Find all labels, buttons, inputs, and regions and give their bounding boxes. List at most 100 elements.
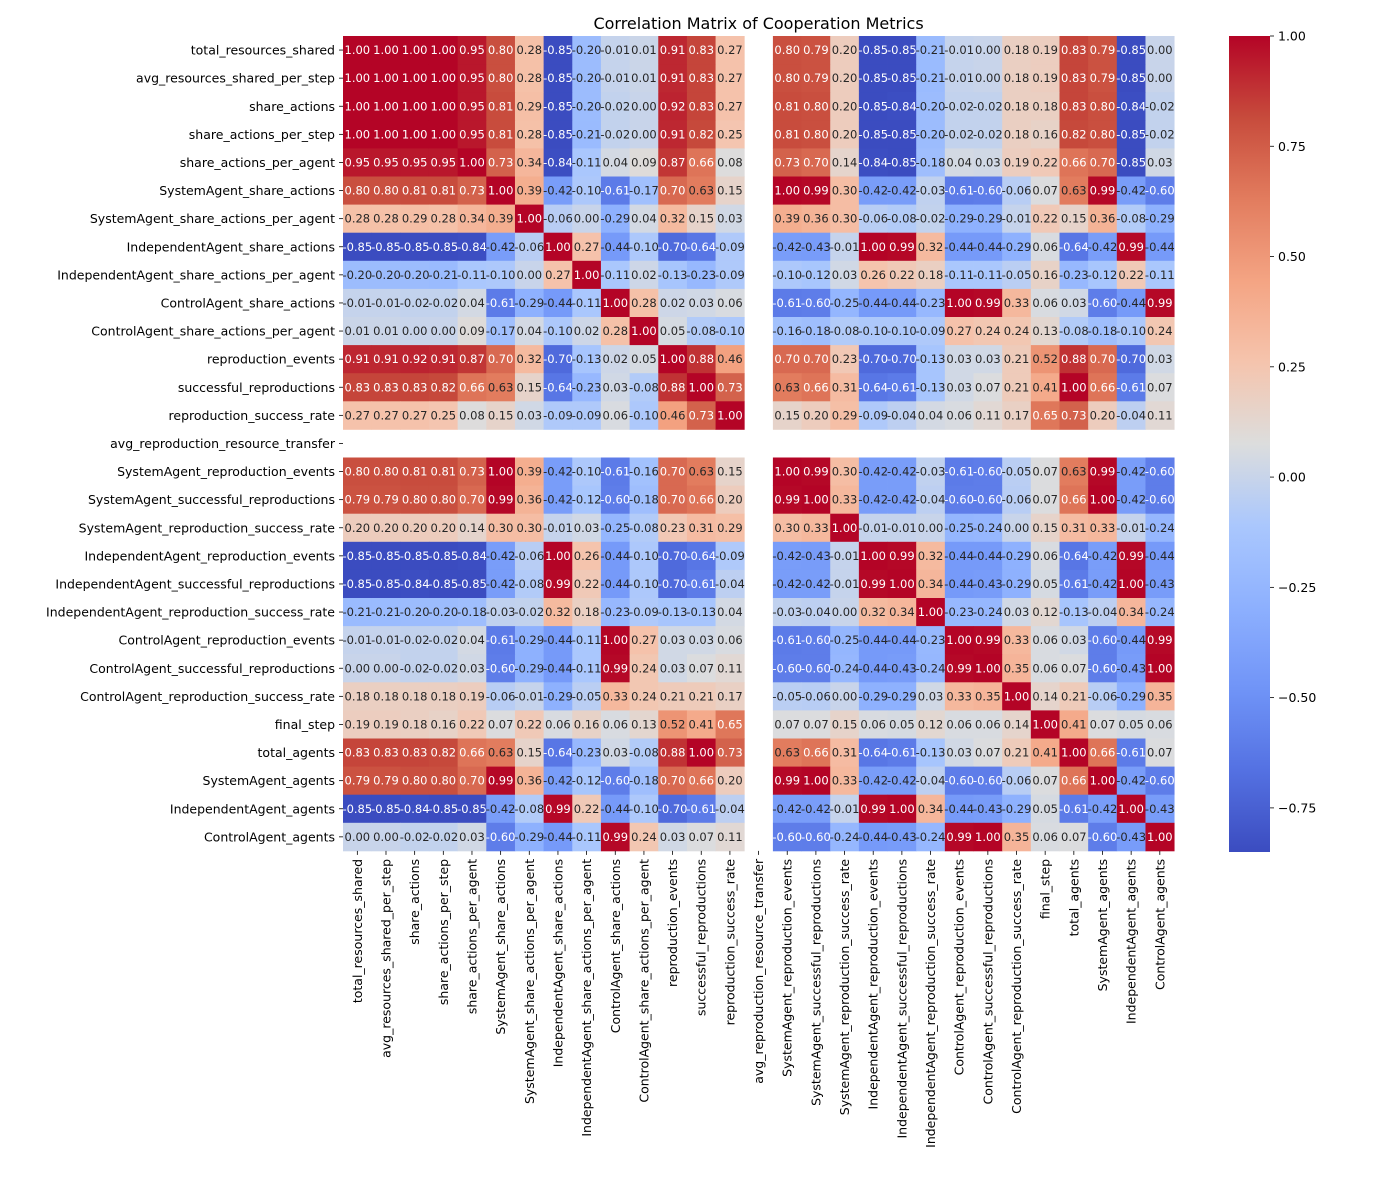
colorbar: 1.000.750.500.250.00−0.25−0.50−0.75 (1229, 29, 1316, 852)
heatmap-cell (514, 598, 545, 627)
cell-value-label: -0.20 (400, 605, 430, 619)
heatmap-cell (1059, 345, 1089, 374)
heatmap-cell (801, 373, 831, 402)
cell-value-label: 0.28 (373, 212, 399, 226)
heatmap-cell (830, 120, 860, 149)
heatmap-cell (944, 288, 974, 318)
cell-value-label: 0.35 (975, 689, 1001, 703)
heatmap-cell (1088, 766, 1118, 796)
cell-value-label: -0.44 (858, 633, 888, 647)
cell-value-label: 0.80 (431, 774, 457, 788)
cell-value-label: -0.08 (1116, 212, 1146, 226)
heatmap-cell (858, 148, 888, 177)
cell-value-label: -0.42 (486, 549, 516, 563)
cell-value-label: 0.80 (402, 493, 428, 507)
cell-value-label: -0.84 (858, 155, 888, 169)
x-tick-label: total_resources_shared (350, 859, 365, 1003)
heatmap-cell (600, 598, 630, 627)
heatmap-cell (1002, 569, 1032, 599)
cell-value-label: 0.24 (1004, 324, 1030, 338)
cell-value-label: 0.19 (373, 717, 399, 731)
cell-value-label: 0.41 (1061, 717, 1087, 731)
cell-value-label: 0.79 (1090, 71, 1116, 85)
cell-value-label: -0.10 (629, 549, 659, 563)
heatmap-cell (887, 232, 917, 262)
cell-value-label: 0.63 (488, 746, 514, 760)
heatmap-cell (1002, 64, 1032, 93)
heatmap-cell (1145, 373, 1175, 402)
cell-value-label: 1.00 (774, 465, 800, 479)
heatmap-cell (543, 485, 573, 515)
heatmap-cell (715, 710, 745, 739)
heatmap-cell (887, 457, 917, 486)
heatmap-cell (371, 626, 401, 655)
heatmap-cell (572, 148, 602, 177)
cell-value-label: -0.85 (1116, 155, 1146, 169)
cell-value-label: -0.61 (772, 633, 802, 647)
heatmap-cell (858, 710, 888, 739)
x-tick-label: share_actions_per_step (436, 859, 451, 1005)
heatmap-cell (1145, 738, 1175, 767)
cell-value-label: 1.00 (946, 296, 972, 310)
cell-value-label: 0.22 (574, 802, 600, 816)
cell-value-label: -0.01 (600, 43, 630, 57)
cell-value-label: -0.02 (428, 830, 458, 844)
heatmap-cell (1145, 92, 1175, 121)
cell-value-label: 0.14 (1032, 689, 1058, 703)
heatmap-cell (944, 120, 974, 149)
cell-value-label: 0.15 (488, 408, 514, 422)
heatmap-cell (343, 569, 373, 599)
cell-value-label: 0.83 (345, 380, 371, 394)
heatmap-cell (830, 288, 860, 318)
heatmap-cell (858, 345, 888, 374)
cell-value-label: 0.99 (1090, 465, 1116, 479)
cell-value-label: -0.42 (858, 774, 888, 788)
heatmap-cell (887, 120, 917, 149)
heatmap-cell (457, 317, 487, 346)
cell-value-label: 0.81 (488, 99, 514, 113)
cell-value-label: 0.79 (373, 774, 399, 788)
heatmap-cell (343, 401, 373, 430)
cell-value-label: 0.03 (660, 633, 686, 647)
cell-value-label: -0.23 (572, 746, 602, 760)
cell-value-label: 0.70 (459, 493, 485, 507)
cell-value-label: 0.27 (946, 324, 972, 338)
cell-value-label: 0.30 (516, 521, 542, 535)
heatmap-cell (830, 738, 860, 767)
cell-value-label: 0.20 (717, 493, 743, 507)
heatmap-cell (772, 794, 802, 824)
cell-value-label: -0.02 (400, 830, 430, 844)
heatmap-cell (572, 92, 602, 121)
heatmap-cell (343, 738, 373, 767)
heatmap-cell (486, 373, 516, 402)
heatmap-cell (1030, 345, 1060, 374)
cell-value-label: 0.28 (345, 212, 371, 226)
heatmap-cell (1088, 176, 1118, 205)
heatmap-cell (715, 766, 745, 796)
cell-value-label: -0.24 (916, 830, 946, 844)
heatmap-cell (629, 682, 659, 711)
cell-value-label: 1.00 (516, 212, 542, 226)
heatmap-cell (400, 822, 430, 852)
heatmap-cell (1088, 738, 1118, 767)
heatmap-cell (629, 345, 659, 374)
cell-value-label: 0.70 (459, 774, 485, 788)
heatmap-cell (686, 766, 716, 796)
heatmap-cell (1059, 92, 1089, 121)
heatmap-cell (858, 64, 888, 93)
cell-value-label: 0.81 (431, 184, 457, 198)
cell-value-label: -0.11 (973, 268, 1003, 282)
heatmap-cell (371, 120, 401, 149)
heatmap-cell (916, 345, 946, 374)
cell-value-label: 0.03 (1061, 296, 1087, 310)
x-tick-label: IndependentAgent_reproduction_success_ra… (923, 859, 938, 1148)
heatmap-cell (1088, 541, 1118, 571)
y-tick-label: IndependentAgent_successful_reproduction… (55, 576, 335, 591)
heatmap-cell (772, 766, 802, 796)
heatmap-cell (830, 176, 860, 205)
heatmap-cell (1145, 485, 1175, 515)
cell-value-label: -0.84 (457, 549, 487, 563)
heatmap-cell (428, 598, 459, 627)
cell-value-label: -0.70 (658, 549, 688, 563)
heatmap-cell (486, 36, 516, 65)
